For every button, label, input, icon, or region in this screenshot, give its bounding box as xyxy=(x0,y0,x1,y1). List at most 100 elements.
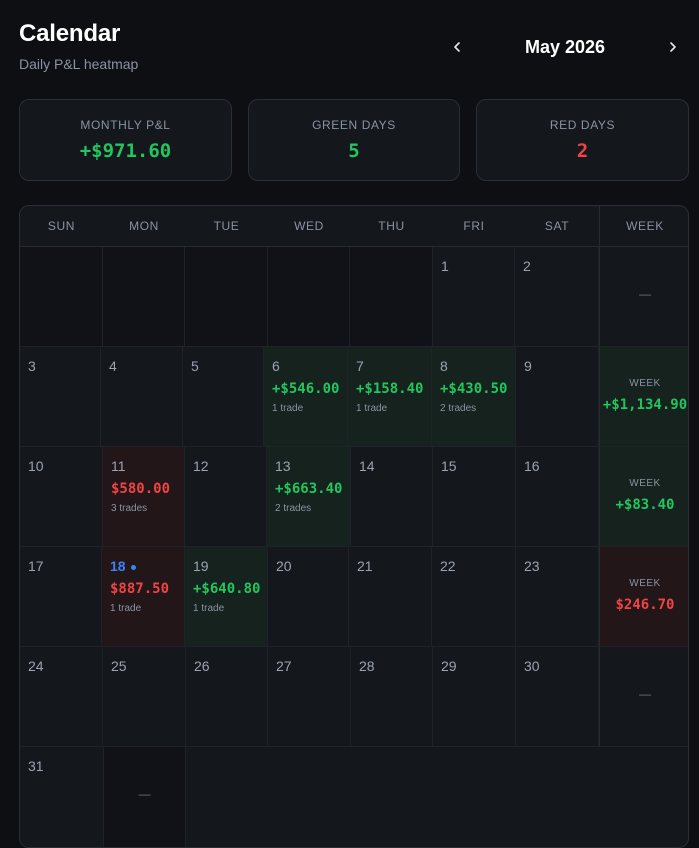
week-empty-dash: — xyxy=(639,687,651,701)
weekday-header-mon: MON xyxy=(103,206,185,247)
day-cell-21[interactable]: 21 xyxy=(349,547,432,647)
day-cell-22[interactable]: 22 xyxy=(432,547,516,647)
day-number: 26 xyxy=(194,658,210,674)
green-days-value: 5 xyxy=(348,140,360,162)
empty-day-cell xyxy=(185,247,268,347)
day-cell-3[interactable]: 3 xyxy=(20,347,101,447)
day-cell-31[interactable]: 31 xyxy=(20,747,104,847)
day-number: 10 xyxy=(28,458,44,474)
today-number: 18 xyxy=(110,558,126,574)
weekday-header-week: WEEK xyxy=(599,206,688,247)
day-number: 25 xyxy=(111,658,127,674)
week-summary-2: WEEK +$1,134.90 xyxy=(599,347,688,447)
chevron-right-icon xyxy=(670,42,676,52)
day-cell-13[interactable]: 13 +$663.40 2 trades xyxy=(267,447,351,547)
day-cell-2[interactable]: 2 xyxy=(515,247,599,347)
current-month-label: May 2026 xyxy=(524,37,606,57)
day-number: 6 xyxy=(272,358,280,374)
week-pnl: $246.70 xyxy=(615,597,675,613)
day-cell-10[interactable]: 10 xyxy=(20,447,103,547)
page-header: Calendar Daily P&L heatmap xyxy=(19,20,138,72)
day-cell-9[interactable]: 9 xyxy=(516,347,599,447)
day-cell-11[interactable]: 11 $580.00 3 trades xyxy=(103,447,185,547)
day-cell-6[interactable]: 6 +$546.00 1 trade xyxy=(264,347,348,447)
day-pnl: +$640.80 xyxy=(193,581,261,597)
day-cell-15[interactable]: 15 xyxy=(433,447,516,547)
day-cell-5[interactable]: 5 xyxy=(183,347,264,447)
page-subtitle: Daily P&L heatmap xyxy=(19,56,139,72)
day-number: 2 xyxy=(523,258,531,274)
day-number: 31 xyxy=(28,758,44,774)
day-cell-4[interactable]: 4 xyxy=(101,347,183,447)
day-cell-30[interactable]: 30 xyxy=(516,647,599,747)
day-pnl: $580.00 xyxy=(111,481,171,497)
day-cell-27[interactable]: 27 xyxy=(268,647,351,747)
day-cell-23[interactable]: 23 xyxy=(516,547,599,647)
day-cell-20[interactable]: 20 xyxy=(268,547,349,647)
day-cell-14[interactable]: 14 xyxy=(351,447,433,547)
day-number: 15 xyxy=(441,458,457,474)
day-number: 16 xyxy=(524,458,540,474)
day-cell-1[interactable]: 1 xyxy=(433,247,515,347)
day-number: 4 xyxy=(109,358,117,374)
day-number: 28 xyxy=(359,658,375,674)
day-cell-8[interactable]: 8 +$430.50 2 trades xyxy=(432,347,516,447)
monthly-pnl-label: MONTHLY P&L xyxy=(80,118,171,132)
day-number: 8 xyxy=(440,358,448,374)
calendar-grid: SUN MON TUE WED THU FRI SAT WEEK 1 2 — 3… xyxy=(19,205,689,848)
day-cell-24[interactable]: 24 xyxy=(20,647,103,747)
day-cell-26[interactable]: 26 xyxy=(186,647,268,747)
week-summary-5: — xyxy=(599,647,688,747)
red-days-label: RED DAYS xyxy=(549,118,616,132)
day-number: 23 xyxy=(524,558,540,574)
day-number: 3 xyxy=(28,358,36,374)
day-number: 24 xyxy=(28,658,44,674)
day-cell-17[interactable]: 17 xyxy=(20,547,102,647)
day-cell-7[interactable]: 7 +$158.40 1 trade xyxy=(348,347,432,447)
day-trade-count: 1 trade xyxy=(110,603,142,614)
week-label: WEEK xyxy=(629,578,661,589)
day-cell-29[interactable]: 29 xyxy=(433,647,516,747)
empty-day-cell xyxy=(268,247,350,347)
weekday-header-sat: SAT xyxy=(515,206,599,247)
day-pnl: +$430.50 xyxy=(440,381,508,397)
week-label: WEEK xyxy=(629,378,661,389)
day-number: 5 xyxy=(191,358,199,374)
page-title: Calendar xyxy=(19,20,121,47)
day-cell-28[interactable]: 28 xyxy=(351,647,433,747)
empty-day-cell: — xyxy=(104,747,186,847)
day-number: 14 xyxy=(359,458,375,474)
weekday-header-thu: THU xyxy=(350,206,433,247)
week-summary-4: WEEK $246.70 xyxy=(599,547,688,647)
day-cell-18[interactable]: 18 $887.50 1 trade xyxy=(102,547,185,647)
day-number: 11 xyxy=(111,458,126,474)
day-number: 1 xyxy=(441,258,449,274)
day-cell-12[interactable]: 12 xyxy=(185,447,267,547)
day-number-today: 18 xyxy=(110,558,136,574)
day-cell-16[interactable]: 16 xyxy=(516,447,599,547)
day-number: 20 xyxy=(276,558,292,574)
day-number: 12 xyxy=(193,458,209,474)
week-summary-3: WEEK +$83.40 xyxy=(599,447,688,547)
prev-month-button[interactable] xyxy=(445,35,469,59)
next-month-button[interactable] xyxy=(661,35,685,59)
day-number: 22 xyxy=(440,558,456,574)
weekday-header-wed: WED xyxy=(268,206,350,247)
day-trade-count: 1 trade xyxy=(356,403,388,414)
chevron-left-icon xyxy=(454,42,460,52)
day-number: 19 xyxy=(193,558,209,574)
empty-day-cell xyxy=(103,247,185,347)
week-empty-dash: — xyxy=(639,287,651,301)
empty-day-cell xyxy=(350,247,433,347)
day-cell-25[interactable]: 25 xyxy=(103,647,186,747)
weekday-header-sun: SUN xyxy=(20,206,103,247)
weekday-header-fri: FRI xyxy=(433,206,515,247)
green-days-label: GREEN DAYS xyxy=(312,118,396,132)
day-trade-count: 1 trade xyxy=(193,603,225,614)
day-number: 29 xyxy=(441,658,457,674)
red-days-card: RED DAYS 2 xyxy=(476,99,689,181)
day-number: 27 xyxy=(276,658,292,674)
day-trade-count: 2 trades xyxy=(440,403,477,414)
day-pnl: +$546.00 xyxy=(272,381,340,397)
day-cell-19[interactable]: 19 +$640.80 1 trade xyxy=(185,547,268,647)
